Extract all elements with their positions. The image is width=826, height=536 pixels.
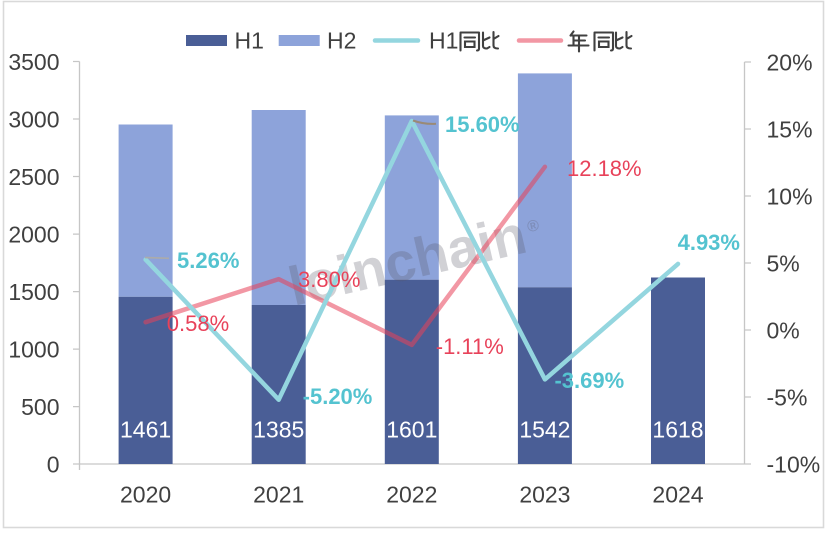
svg-text:5.26%: 5.26% xyxy=(177,248,239,273)
svg-text:-3.69%: -3.69% xyxy=(554,368,624,393)
svg-text:-5.20%: -5.20% xyxy=(303,384,373,409)
svg-text:4.93%: 4.93% xyxy=(678,230,740,255)
svg-text:0: 0 xyxy=(47,451,60,477)
svg-text:12.18%: 12.18% xyxy=(567,156,642,181)
svg-text:2500: 2500 xyxy=(8,164,59,190)
svg-text:1461: 1461 xyxy=(120,417,171,443)
svg-text:-1.11%: -1.11% xyxy=(436,334,504,359)
svg-text:15%: 15% xyxy=(767,117,813,143)
svg-text:2020: 2020 xyxy=(120,482,171,508)
svg-text:1618: 1618 xyxy=(652,417,703,443)
svg-text:3.80%: 3.80% xyxy=(298,267,360,292)
svg-text:3000: 3000 xyxy=(8,107,59,133)
svg-text:500: 500 xyxy=(21,394,59,420)
svg-text:2021: 2021 xyxy=(253,482,304,508)
svg-text:5%: 5% xyxy=(767,251,800,277)
svg-text:10%: 10% xyxy=(767,184,813,210)
svg-text:-10%: -10% xyxy=(767,452,821,478)
svg-text:1385: 1385 xyxy=(253,417,304,443)
svg-text:1601: 1601 xyxy=(386,417,437,443)
svg-text:1542: 1542 xyxy=(519,417,570,443)
svg-text:2000: 2000 xyxy=(8,222,59,248)
svg-text:®: ® xyxy=(526,217,542,236)
svg-text:20%: 20% xyxy=(767,50,813,76)
svg-text:15.60%: 15.60% xyxy=(445,112,520,137)
svg-text:0%: 0% xyxy=(767,318,800,344)
svg-text:H2: H2 xyxy=(327,28,356,54)
svg-text:-5%: -5% xyxy=(767,385,808,411)
svg-text:H1: H1 xyxy=(429,28,458,54)
svg-text:0.58%: 0.58% xyxy=(167,311,229,336)
svg-text:2024: 2024 xyxy=(652,482,703,508)
svg-text:3500: 3500 xyxy=(8,49,59,75)
svg-text:2023: 2023 xyxy=(519,482,570,508)
svg-text:1000: 1000 xyxy=(8,337,59,363)
svg-text:2022: 2022 xyxy=(386,482,437,508)
svg-text:1500: 1500 xyxy=(8,279,59,305)
svg-text:H1: H1 xyxy=(235,28,264,54)
